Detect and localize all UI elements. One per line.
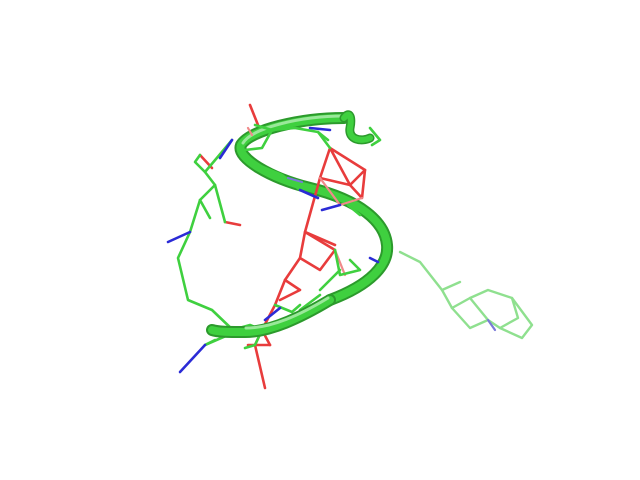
green-stick-network — [176, 123, 382, 350]
nitrogen-sticks — [166, 126, 497, 374]
backbone-tube-front — [206, 110, 375, 338]
aromatic-ring-system — [398, 250, 534, 340]
backbone-tube-back — [234, 112, 394, 306]
